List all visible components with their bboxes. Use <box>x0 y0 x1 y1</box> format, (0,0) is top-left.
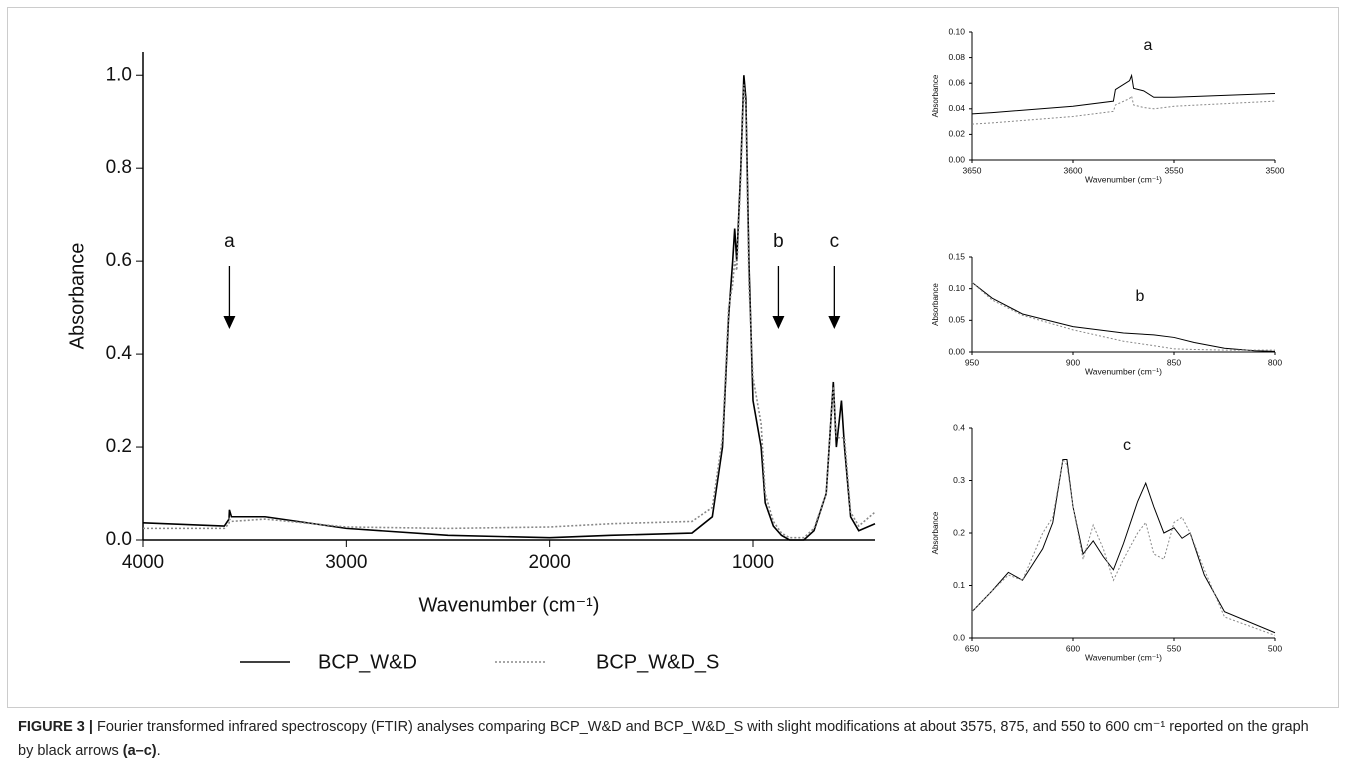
y-tick-label: 0.04 <box>948 103 965 113</box>
x-tick-label: 600 <box>1066 643 1080 653</box>
x-axis-label: Wavenumber (cm⁻¹) <box>1085 366 1162 376</box>
arrow-head <box>772 316 785 329</box>
caption-end: . <box>156 743 161 759</box>
x-tick-label: 3600 <box>1064 165 1083 175</box>
annotation-label: a <box>224 231 235 252</box>
x-tick-label: 3500 <box>1266 165 1285 175</box>
y-tick-label: 0.2 <box>953 527 965 537</box>
series-line <box>971 94 1276 125</box>
y-tick-label: 0.8 <box>106 157 132 178</box>
y-tick-label: 0.08 <box>948 52 965 62</box>
x-tick-label: 800 <box>1268 357 1282 367</box>
series-line <box>971 459 1276 634</box>
y-tick-label: 0.00 <box>948 346 965 356</box>
y-tick-label: 0.6 <box>106 250 132 271</box>
caption-text: Fourier transformed infrared spectroscop… <box>18 719 1309 759</box>
y-axis-label: Absorbance <box>66 243 88 350</box>
x-axis-label: Wavenumber (cm⁻¹) <box>1085 174 1162 184</box>
y-tick-label: 0.10 <box>948 283 965 293</box>
x-tick-label: 3550 <box>1165 165 1184 175</box>
figure: 0.0 0.2 0.4 0.6 0.8 1.0 4000 3000 2000 1000 Absorb… <box>7 7 1339 708</box>
arrow-head <box>223 316 236 329</box>
y-tick-label: 0.4 <box>106 343 133 364</box>
x-tick-label: 500 <box>1268 643 1282 653</box>
series-line <box>971 281 1275 351</box>
series-line <box>143 84 876 539</box>
y-tick-label: 0.10 <box>948 26 965 36</box>
x-axis-label: Wavenumber (cm⁻¹) <box>419 594 600 616</box>
y-tick-label: 0.00 <box>948 154 965 164</box>
inset-title: b <box>1136 288 1145 305</box>
y-tick-label: 0.0 <box>953 632 965 642</box>
y-tick-label: 0.3 <box>953 475 965 485</box>
x-axis-label: Wavenumber (cm⁻¹) <box>1085 652 1162 662</box>
x-tick-label: 550 <box>1167 643 1181 653</box>
y-tick-label: 0.05 <box>948 315 965 325</box>
arrow-head <box>828 316 841 329</box>
x-tick-label: 650 <box>965 643 979 653</box>
x-tick-label: 900 <box>1066 357 1080 367</box>
y-tick-label: 0.02 <box>948 129 965 139</box>
y-tick-label: 0.0 <box>106 529 132 550</box>
y-tick-label: 0.1 <box>953 580 965 590</box>
x-tick-label: 3000 <box>325 552 367 573</box>
y-axis-label: Absorbance <box>931 74 940 117</box>
frame <box>7 7 1339 708</box>
legend-label: BCP_W&D_S <box>596 651 719 673</box>
y-axis-label: Absorbance <box>931 283 940 326</box>
x-tick-label: 4000 <box>122 552 164 573</box>
x-tick-label: 850 <box>1167 357 1181 367</box>
x-tick-label: 2000 <box>529 552 571 573</box>
annotation-label: c <box>830 231 840 252</box>
caption: FIGURE 3 | Fourier transformed infrared … <box>18 715 1328 763</box>
y-axis-label: Absorbance <box>931 511 940 554</box>
y-tick-label: 0.2 <box>106 436 132 457</box>
legend-label: BCP_W&D <box>318 651 417 673</box>
series-line <box>971 281 1276 352</box>
inset-title: c <box>1123 437 1131 454</box>
series-line <box>971 73 1276 115</box>
inset-title: a <box>1144 37 1153 54</box>
x-tick-label: 1000 <box>732 552 774 573</box>
x-tick-label: 950 <box>965 357 979 367</box>
y-tick-label: 0.06 <box>948 77 965 87</box>
x-tick-label: 3650 <box>963 165 982 175</box>
caption-label: FIGURE 3 | <box>18 719 93 735</box>
annotation-label: b <box>773 231 784 252</box>
y-tick-label: 1.0 <box>106 64 132 85</box>
series-line <box>971 458 1276 636</box>
y-tick-label: 0.15 <box>948 251 965 261</box>
series-line <box>142 75 876 541</box>
caption-ref: (a–c) <box>122 743 157 759</box>
y-tick-label: 0.4 <box>953 422 965 432</box>
